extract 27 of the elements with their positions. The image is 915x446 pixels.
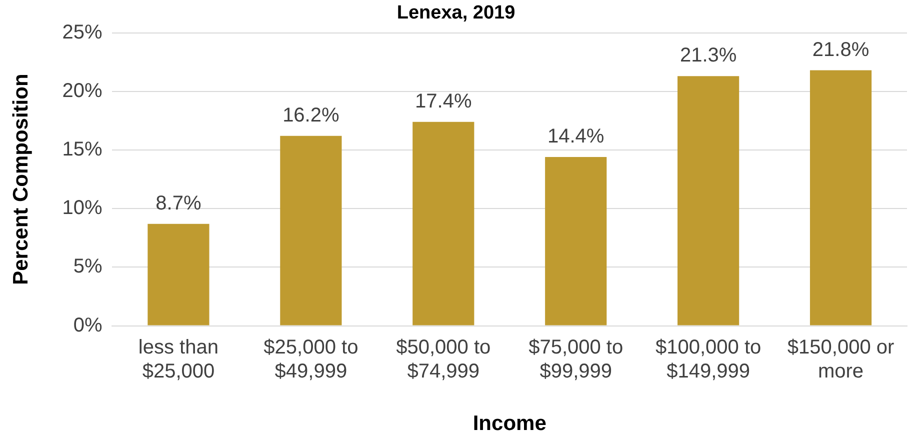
data-label: 21.3% [680,44,737,67]
y-tick-label: 10% [62,197,102,220]
y-tick-label: 20% [62,80,102,102]
y-axis-title: Percent Composition [9,74,32,285]
x-tick-label: $150,000 or more [787,336,894,382]
data-label: 17.4% [415,90,472,112]
bar [810,70,872,326]
bar [678,76,740,326]
y-tick-label: 25% [62,21,102,44]
bar [412,122,474,326]
data-label: 14.4% [547,126,604,148]
y-tick-label: 0% [73,314,102,336]
data-label: 16.2% [282,104,340,126]
x-tick-label: less than $25,000 [138,336,218,382]
x-tick-label: $50,000 to $74,999 [396,336,491,382]
x-tick-label: $75,000 to $99,999 [528,336,624,382]
data-label: 21.8% [812,38,870,61]
bar [280,136,342,326]
x-tick-label: $100,000 to $149,999 [655,336,762,382]
bar [148,224,210,326]
x-tick-label: $25,000 to $49,999 [264,336,358,382]
y-tick-label: 15% [62,138,102,161]
x-axis-title: Income [472,412,546,436]
data-label: 8.7% [156,192,202,214]
bar [545,157,607,326]
chart-title: Lenexa, 2019 [396,2,516,24]
y-tick-label: 5% [73,256,102,278]
